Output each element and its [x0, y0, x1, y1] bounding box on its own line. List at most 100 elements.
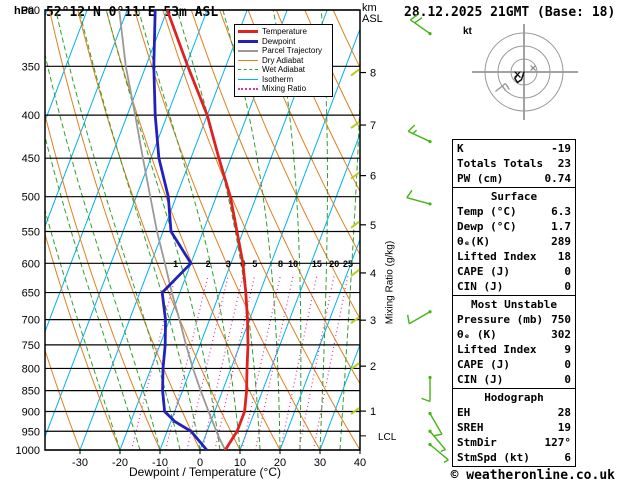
svg-text:800: 800	[22, 363, 40, 375]
stat-label: CAPE (J)	[457, 265, 510, 278]
svg-text:2: 2	[206, 259, 211, 269]
stat-label: EH	[457, 406, 471, 419]
stat-value: 1.7	[551, 220, 571, 233]
svg-text:950: 950	[22, 426, 40, 438]
hodograph-stats-box: Hodograph EH 28 SREH 19 StmDir 127° StmSpd …	[452, 388, 576, 467]
svg-text:500: 500	[22, 192, 40, 204]
legend-box: Temperature Dewpoint Parcel Trajectory D…	[234, 24, 333, 97]
svg-text:5: 5	[370, 220, 376, 232]
stat-row: θₑ (K) 302	[457, 327, 571, 342]
stat-value: 28	[557, 406, 571, 419]
stat-row: StmSpd (kt) 6	[457, 450, 571, 465]
legend-swatch-mixing-ratio	[238, 87, 258, 90]
stat-value: 0	[564, 265, 571, 278]
most-unstable-box: Most Unstable Pressure (mb) 750 θₑ (K) 302…	[452, 295, 576, 389]
stat-row: Totals Totals 23	[457, 156, 571, 171]
altitude-unit-label: km ASL	[362, 3, 383, 25]
svg-text:8: 8	[278, 259, 283, 269]
stat-row: Pressure (mb) 750	[457, 312, 571, 327]
x-axis-caption: Dewpoint / Temperature (°C)	[129, 465, 281, 479]
stat-value: 0	[564, 373, 571, 386]
svg-text:8: 8	[370, 68, 376, 80]
altitude-unit-asl: ASL	[362, 13, 383, 25]
legend-label: Dewpoint	[262, 36, 296, 46]
storm-motion-barb-feather	[501, 85, 506, 91]
surface-box-title: Surface	[490, 190, 538, 203]
svg-text:1: 1	[173, 259, 178, 269]
hodograph-x-marker	[530, 65, 537, 72]
hodograph-stats-title: Hodograph	[484, 391, 544, 404]
legend-item-dewpoint: Dewpoint	[238, 37, 329, 47]
altitude-unit-km: km	[362, 2, 377, 14]
stat-row: PW (cm) 0.74	[457, 171, 571, 186]
stat-value: 19	[557, 421, 571, 434]
svg-text:20: 20	[329, 259, 339, 269]
stat-label: Lifted Index	[457, 250, 537, 263]
svg-text:30: 30	[314, 457, 326, 469]
stat-value: 127°	[544, 436, 572, 449]
svg-text:1000: 1000	[16, 445, 40, 457]
temp-tick-labels: -30 -20 -10 0 10 20 30 40	[72, 450, 366, 469]
stat-value: 23	[557, 157, 571, 170]
mixing-ratio-lines	[130, 275, 349, 450]
stat-row: Temp (°C) 6.3	[457, 204, 571, 219]
pressure-tick-labels: 300 350 400 450 500 550 600 650 700 750 800 850 900 9…	[16, 5, 40, 457]
stat-row: SREH 19	[457, 420, 571, 435]
surface-box: Surface Temp (°C) 6.3 Dewp (°C) 1.7 θₑ(K) 2…	[452, 187, 576, 296]
stat-value: 0	[564, 280, 571, 293]
legend-item-temperature: Temperature	[238, 27, 329, 37]
svg-text:700: 700	[22, 315, 40, 327]
svg-text:3: 3	[226, 259, 231, 269]
svg-text:6: 6	[370, 171, 376, 183]
wind-barbs	[406, 14, 449, 464]
legend-label: Isotherm	[262, 74, 294, 84]
lcl-marker: LCL	[360, 432, 397, 443]
stat-label: StmDir	[457, 436, 497, 449]
stat-value: 0	[564, 358, 571, 371]
stat-label: Temp (°C)	[457, 205, 517, 218]
stat-label: StmSpd (kt)	[457, 451, 530, 464]
stat-label: CIN (J)	[457, 373, 504, 386]
legend-item-wet-adiabat: Wet Adiabat	[238, 65, 329, 75]
stat-label: CIN (J)	[457, 280, 504, 293]
stat-label: PW (cm)	[457, 172, 504, 185]
legend-label: Parcel Trajectory	[262, 46, 323, 56]
svg-text:15: 15	[312, 259, 322, 269]
legend-item-dry-adiabat: Dry Adiabat	[238, 56, 329, 66]
svg-text:550: 550	[22, 227, 40, 239]
svg-text:LCL: LCL	[378, 432, 397, 443]
svg-text:350: 350	[22, 61, 40, 73]
stat-value: 0.74	[544, 172, 572, 185]
stat-row: Lifted Index 18	[457, 249, 571, 264]
stat-label: Lifted Index	[457, 343, 537, 356]
stat-value: 289	[551, 235, 571, 248]
stat-row: Lifted Index 9	[457, 342, 571, 357]
legend-item-mixing-ratio: Mixing Ratio	[238, 84, 329, 94]
svg-text:20: 20	[274, 457, 286, 469]
svg-text:7: 7	[370, 120, 376, 132]
svg-text:10: 10	[234, 457, 246, 469]
stat-row: Dewp (°C) 1.7	[457, 219, 571, 234]
stat-row: CAPE (J) 0	[457, 357, 571, 372]
stat-label: θₑ (K)	[457, 328, 497, 341]
stat-row: K -19	[457, 141, 571, 156]
svg-text:5: 5	[252, 259, 257, 269]
svg-text:1: 1	[370, 406, 376, 418]
storm-motion-barb-feather	[504, 83, 510, 90]
hodograph-trace	[513, 71, 525, 84]
stat-value: 6.3	[551, 205, 571, 218]
stat-row: CIN (J) 0	[457, 279, 571, 294]
plot-frame	[44, 9, 361, 451]
stat-label: K	[457, 142, 464, 155]
hodograph-canvas	[472, 24, 578, 120]
profile-dewpoint	[152, 10, 208, 450]
stat-value: -19	[551, 142, 571, 155]
stat-label: Dewp (°C)	[457, 220, 517, 233]
svg-text:750: 750	[22, 340, 40, 352]
stats-panel: K -19 Totals Totals 23 PW (cm) 0.74 Surface…	[452, 139, 576, 467]
datetime-title: 28.12.2025 21GMT (Base: 18)	[404, 5, 616, 20]
svg-text:900: 900	[22, 406, 40, 418]
indices-box: K -19 Totals Totals 23 PW (cm) 0.74	[452, 139, 576, 188]
legend-label: Wet Adiabat	[262, 65, 305, 75]
